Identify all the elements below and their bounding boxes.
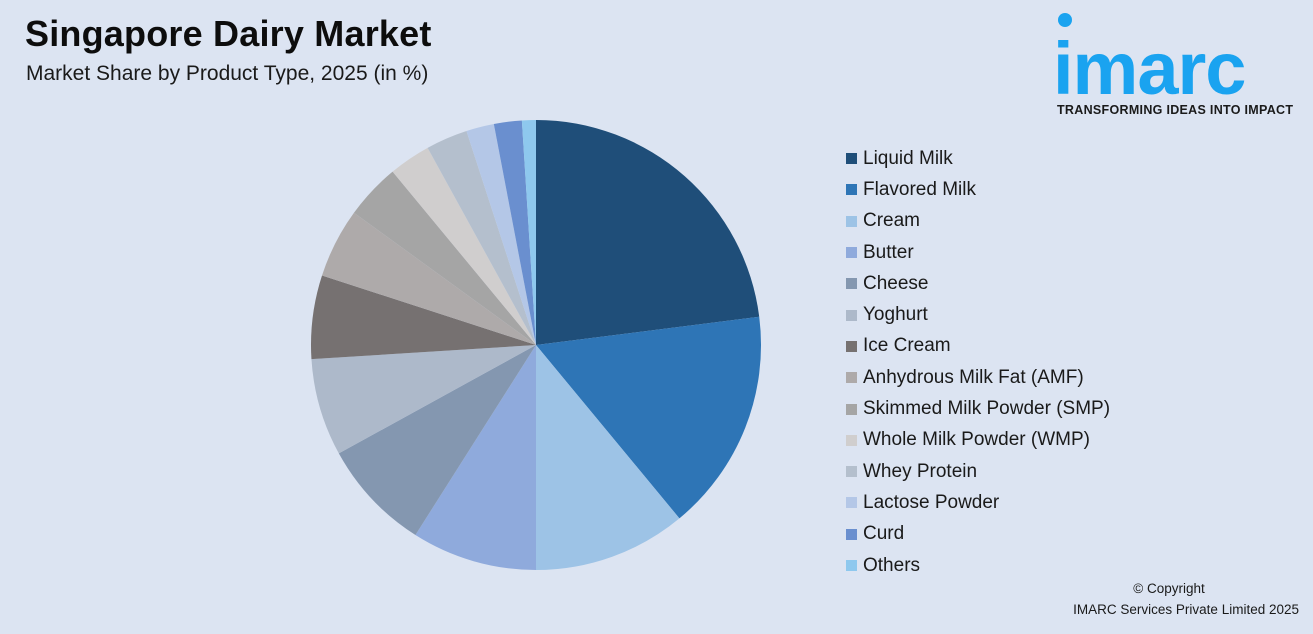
- legend-item: Liquid Milk: [846, 143, 1110, 174]
- chart-title: Singapore Dairy Market: [25, 13, 432, 54]
- legend-swatch-icon: [846, 278, 857, 290]
- legend-item: Cheese: [846, 268, 1110, 299]
- legend-swatch-icon: [846, 153, 857, 165]
- pie-slice-lactose-powder: [466, 123, 536, 345]
- legend-swatch-icon: [846, 247, 857, 259]
- legend-swatch-icon: [846, 560, 857, 571]
- legend-label: Liquid Milk: [863, 147, 953, 169]
- chart-legend: Liquid Milk Flavored Milk Cream Butter Chees…: [846, 143, 1110, 581]
- pie-slice-whole-milk-powder-wmp: [392, 147, 536, 345]
- legend-item: Ice Cream: [846, 331, 1110, 362]
- legend-label: Curd: [863, 523, 905, 545]
- legend-label: Skimmed Milk Powder (SMP): [863, 398, 1111, 420]
- pie-slice-yoghurt: [311, 345, 536, 454]
- pie-slice-skimmed-milk-powder-smp: [353, 171, 536, 345]
- copyright-line-1: © Copyright: [1133, 581, 1205, 596]
- legend-swatch-icon: [846, 528, 857, 540]
- pie-chart-svg: [311, 120, 761, 570]
- pie-slice-cream: [536, 345, 680, 570]
- legend-label: Cheese: [863, 272, 929, 294]
- legend-item: Anhydrous Milk Fat (AMF): [846, 362, 1110, 393]
- legend-item: Whey Protein: [846, 456, 1110, 487]
- chart-subtitle: Market Share by Product Type, 2025 (in %…: [26, 62, 429, 85]
- legend-swatch-icon: [846, 184, 857, 196]
- pie-slice-flavored-milk: [536, 316, 761, 519]
- legend-item: Lactose Powder: [846, 487, 1110, 518]
- pie-chart: [306, 115, 766, 575]
- legend-label: Yoghurt: [863, 304, 928, 326]
- legend-label: Others: [863, 554, 921, 576]
- legend-item: Curd: [846, 519, 1110, 550]
- logo-tagline: TRANSFORMING IDEAS INTO IMPACT: [1057, 103, 1294, 117]
- legend-item: Flavored Milk: [846, 174, 1110, 205]
- pie-slice-liquid-milk: [536, 120, 760, 345]
- legend-label: Whey Protein: [863, 460, 978, 482]
- legend-label: Lactose Powder: [863, 491, 1000, 513]
- legend-item: Skimmed Milk Powder (SMP): [846, 393, 1110, 424]
- pie-slice-whey-protein: [427, 131, 536, 345]
- legend-swatch-icon: [846, 466, 857, 478]
- legend-label: Ice Cream: [863, 335, 951, 357]
- legend-label: Anhydrous Milk Fat (AMF): [863, 366, 1084, 388]
- pie-slice-butter: [415, 345, 536, 570]
- legend-label: Whole Milk Powder (WMP): [863, 429, 1090, 451]
- legend-label: Flavored Milk: [863, 178, 976, 200]
- legend-swatch-icon: [846, 215, 857, 227]
- legend-swatch-icon: [846, 434, 857, 446]
- copyright-notice: © Copyright IMARC Services Private Limit…: [1039, 578, 1299, 620]
- legend-swatch-icon: [846, 372, 857, 384]
- legend-item: Cream: [846, 206, 1110, 237]
- legend-item: Whole Milk Powder (WMP): [846, 425, 1110, 456]
- pie-slice-cheese: [338, 345, 536, 535]
- legend-swatch-icon: [846, 403, 857, 415]
- pie-slice-others: [521, 120, 536, 345]
- logo-wordmark: imarc: [1053, 27, 1246, 110]
- imarc-logo: imarc TRANSFORMING IDEAS INTO IMPACT: [1053, 10, 1308, 120]
- legend-label: Butter: [863, 241, 914, 263]
- pie-slice-anhydrous-milk-fat-amf: [322, 212, 536, 345]
- legend-swatch-icon: [846, 340, 857, 352]
- legend-item: Butter: [846, 237, 1110, 268]
- legend-label: Cream: [863, 210, 921, 232]
- logo-dot-icon: [1058, 13, 1072, 27]
- legend-swatch-icon: [846, 309, 857, 321]
- legend-swatch-icon: [846, 497, 857, 509]
- pie-slice-curd: [493, 120, 536, 345]
- copyright-line-2: IMARC Services Private Limited 2025: [1073, 602, 1299, 617]
- legend-item: Others: [846, 550, 1110, 581]
- pie-slice-ice-cream: [311, 275, 536, 360]
- legend-item: Yoghurt: [846, 299, 1110, 330]
